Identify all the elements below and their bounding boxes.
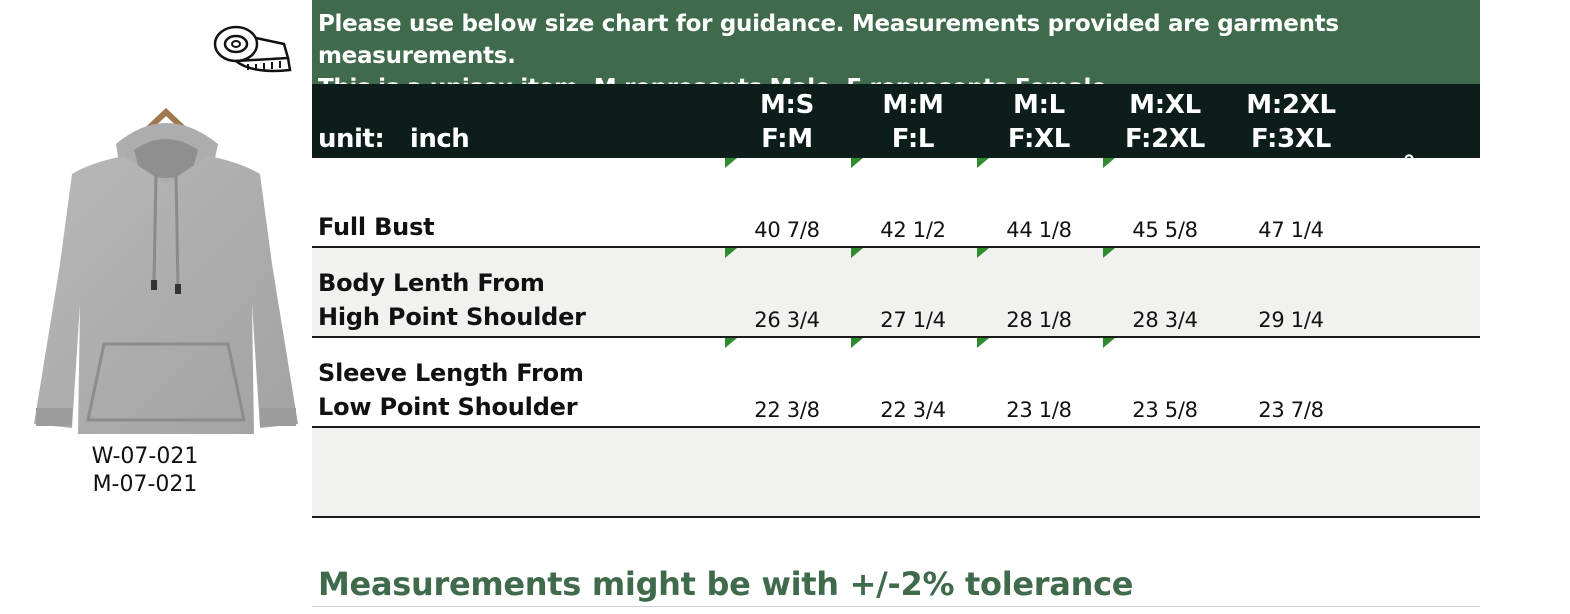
size-male: M:M bbox=[882, 90, 944, 120]
size-male: M:XL bbox=[1129, 90, 1201, 120]
product-image bbox=[32, 104, 300, 436]
table-row-full-bust: Full Bust 40 7/8 42 1/2 44 1/8 45 5/8 47… bbox=[312, 158, 1480, 248]
cell-comment-marker bbox=[725, 338, 737, 348]
row-label: Body Lenth From High Point Shoulder bbox=[318, 266, 586, 334]
cell-comment-marker bbox=[977, 338, 989, 348]
row-label-line: Body Lenth From bbox=[318, 269, 545, 297]
row-label: Sleeve Length From Low Point Shoulder bbox=[318, 356, 584, 424]
size-female: F:3XL bbox=[1251, 124, 1331, 154]
row-label-line: Full Bust bbox=[318, 213, 435, 241]
size-male: M:L bbox=[1013, 90, 1065, 120]
size-male: M:S bbox=[759, 90, 815, 120]
size-male: M:2XL bbox=[1246, 90, 1336, 120]
size-female: F:L bbox=[891, 124, 935, 154]
size-column-4: M:XL F:2XL bbox=[1110, 88, 1220, 156]
table-cell: 28 1/8 bbox=[1006, 308, 1072, 332]
row-label-line: High Point Shoulder bbox=[318, 303, 586, 331]
table-row-body-length: Body Lenth From High Point Shoulder 26 3… bbox=[312, 248, 1480, 338]
product-code-men: M-07-021 bbox=[92, 472, 198, 497]
table-cell: 28 3/4 bbox=[1132, 308, 1198, 332]
table-cell: 40 7/8 bbox=[754, 218, 820, 242]
size-female: F:XL bbox=[1007, 124, 1071, 154]
table-cell: 47 1/4 bbox=[1258, 218, 1324, 242]
cell-comment-marker bbox=[851, 248, 863, 258]
size-female: F:M bbox=[761, 124, 813, 154]
row-label: Full Bust bbox=[318, 210, 435, 244]
cell-comment-marker bbox=[725, 158, 737, 168]
size-column-5: M:2XL F:3XL bbox=[1236, 88, 1346, 156]
table-cell: 45 5/8 bbox=[1132, 218, 1198, 242]
size-female: F:2XL bbox=[1125, 124, 1205, 154]
table-cell: 42 1/2 bbox=[880, 218, 946, 242]
guidance-banner: Please use below size chart for guidance… bbox=[312, 0, 1480, 101]
trailing-mark: 。 bbox=[1404, 138, 1431, 168]
cell-comment-marker bbox=[851, 338, 863, 348]
cell-comment-marker bbox=[1103, 248, 1115, 258]
row-label-line: Sleeve Length From bbox=[318, 359, 584, 387]
tolerance-note: Measurements might be with +/-2% toleran… bbox=[318, 565, 1134, 603]
table-cell: 23 1/8 bbox=[1006, 398, 1072, 422]
cell-comment-marker bbox=[977, 248, 989, 258]
table-cell: 27 1/4 bbox=[880, 308, 946, 332]
size-column-2: M:M F:L bbox=[858, 88, 968, 156]
size-column-3: M:L F:XL bbox=[984, 88, 1094, 156]
table-cell: 23 7/8 bbox=[1258, 398, 1324, 422]
table-cell: 29 1/4 bbox=[1258, 308, 1324, 332]
table-cell: 22 3/8 bbox=[754, 398, 820, 422]
cell-comment-marker bbox=[1103, 338, 1115, 348]
cell-comment-marker bbox=[1103, 158, 1115, 168]
banner-line-1: Please use below size chart for guidance… bbox=[318, 11, 1339, 69]
table-cell: 23 5/8 bbox=[1132, 398, 1198, 422]
table-cell: 26 3/4 bbox=[754, 308, 820, 332]
table-row-sleeve-length: Sleeve Length From Low Point Shoulder 22… bbox=[312, 338, 1480, 428]
cell-comment-marker bbox=[977, 158, 989, 168]
unit-label: unit: inch bbox=[318, 124, 470, 154]
product-code-women: W-07-021 bbox=[91, 444, 199, 469]
unit-label-text: unit: bbox=[318, 124, 385, 154]
cell-comment-marker bbox=[851, 158, 863, 168]
table-cell: 44 1/8 bbox=[1006, 218, 1072, 242]
table-cell: 22 3/4 bbox=[880, 398, 946, 422]
measuring-tape-icon bbox=[212, 18, 292, 78]
cell-comment-marker bbox=[725, 248, 737, 258]
footer-divider bbox=[312, 606, 1480, 607]
row-label-line: Low Point Shoulder bbox=[318, 393, 578, 421]
unit-value: inch bbox=[409, 124, 470, 154]
size-header-row: unit: inch M:S F:M M:M F:L M:L F:XL M:XL… bbox=[312, 84, 1480, 168]
table-row-empty bbox=[312, 428, 1480, 518]
size-column-1: M:S F:M bbox=[732, 88, 842, 156]
